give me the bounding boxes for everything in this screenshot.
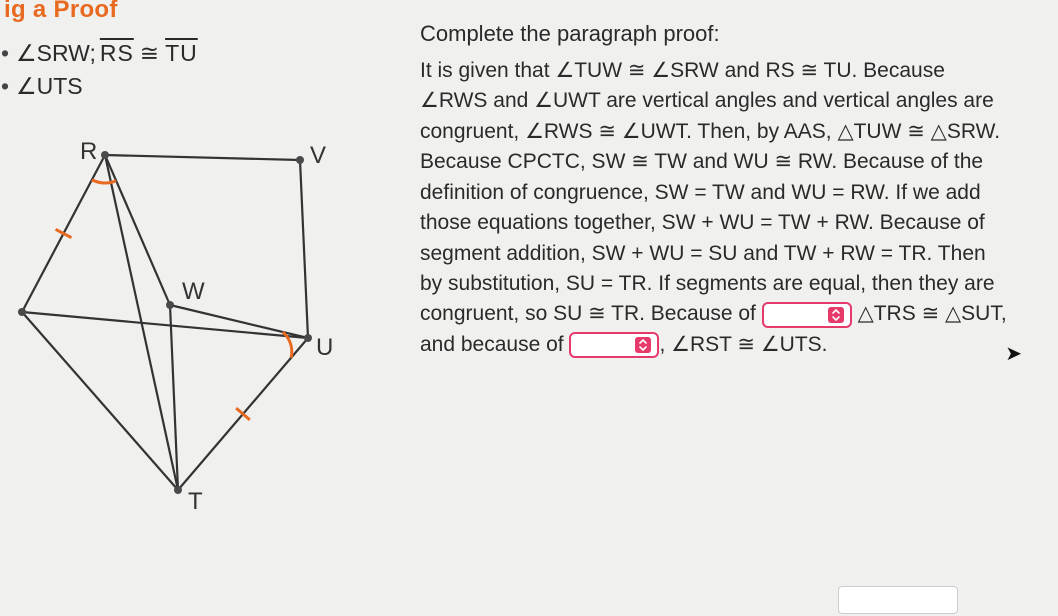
geometry-figure: R V W U T bbox=[10, 120, 370, 520]
chevron-updown-icon bbox=[828, 307, 844, 323]
vertex-label-T: T bbox=[188, 488, 203, 516]
proof-text-1: It is given that ∠TUW ≅ ∠SRW and RS ≅ TU… bbox=[420, 59, 1000, 326]
reason-dropdown-2[interactable] bbox=[569, 332, 659, 358]
left-column: • ∠SRW; RS ≅ TU • ∠UTS R V W U T bbox=[0, 10, 420, 606]
reason-dropdown-1[interactable] bbox=[762, 302, 852, 328]
bullet-icon: • bbox=[0, 40, 10, 67]
chevron-updown-icon bbox=[635, 337, 651, 353]
given1-cong: ≅ bbox=[136, 40, 163, 67]
vertex-label-R: R bbox=[80, 138, 97, 166]
given2-prefix: ∠UTS bbox=[16, 73, 85, 100]
vertex-label-W: W bbox=[182, 278, 205, 306]
proof-text-3: , ∠RST ≅ ∠UTS. bbox=[659, 333, 827, 356]
bullet-icon: • bbox=[0, 73, 10, 100]
vertex-label-U: U bbox=[316, 334, 333, 362]
given-line-1: • ∠SRW; RS ≅ TU bbox=[0, 40, 420, 67]
done-button[interactable] bbox=[838, 586, 958, 614]
cursor-icon: ➤ bbox=[1005, 340, 1022, 369]
given1-seg2: TU bbox=[165, 40, 198, 67]
given1-prefix: ∠SRW; bbox=[16, 40, 98, 67]
proof-paragraph: It is given that ∠TUW ≅ ∠SRW and RS ≅ TU… bbox=[420, 56, 1008, 360]
proof-title: Complete the paragraph proof: bbox=[420, 18, 1008, 50]
figure-svg bbox=[10, 120, 370, 520]
right-column: Complete the paragraph proof: It is give… bbox=[420, 10, 1038, 606]
given1-seg1: RS bbox=[100, 40, 134, 67]
page-header-fragment: ig a Proof bbox=[4, 0, 118, 24]
given-line-2: • ∠UTS bbox=[0, 73, 420, 100]
page-content: • ∠SRW; RS ≅ TU • ∠UTS R V W U T Complet… bbox=[0, 0, 1058, 616]
vertex-label-V: V bbox=[310, 142, 326, 170]
